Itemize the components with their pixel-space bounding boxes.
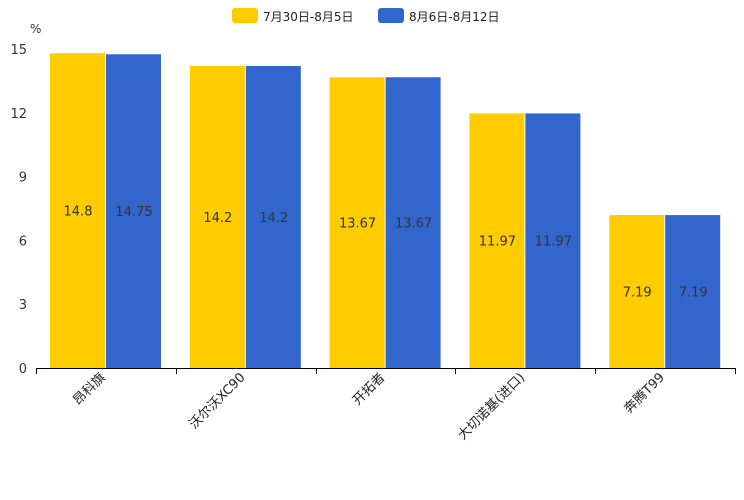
data-label: 14.75 bbox=[115, 205, 152, 220]
data-label: 13.67 bbox=[339, 217, 376, 232]
bar[interactable] bbox=[385, 77, 441, 368]
data-label: 13.67 bbox=[395, 217, 432, 232]
legend-swatch[interactable] bbox=[378, 8, 404, 23]
data-label: 14.8 bbox=[64, 205, 93, 220]
bar[interactable] bbox=[665, 215, 721, 368]
y-tick-label: 9 bbox=[19, 171, 27, 186]
y-tick-label: 0 bbox=[19, 362, 27, 377]
y-tick-label: 15 bbox=[10, 43, 27, 58]
x-tick-label: 昂科旗 bbox=[70, 370, 109, 409]
y-tick-label: 6 bbox=[19, 234, 27, 249]
x-axis: 昂科旗 沃尔沃XC90 开拓者 大切诺基(进口) 奔腾T99 bbox=[36, 368, 736, 443]
bar[interactable] bbox=[245, 66, 301, 368]
legend-label[interactable]: 7月30日-8月5日 bbox=[263, 10, 354, 24]
bar[interactable] bbox=[50, 53, 105, 369]
data-label: 14.2 bbox=[259, 211, 288, 226]
legend-label[interactable]: 8月6日-8月12日 bbox=[409, 10, 500, 24]
data-label: 7.19 bbox=[679, 286, 708, 301]
x-tick-label: 奔腾T99 bbox=[621, 370, 668, 417]
data-label: 11.97 bbox=[535, 235, 572, 250]
bar[interactable] bbox=[525, 113, 581, 368]
data-label: 11.97 bbox=[479, 235, 516, 250]
y-axis: 0 3 6 9 12 15 bbox=[10, 43, 27, 377]
legend-swatch[interactable] bbox=[232, 8, 258, 23]
bar[interactable] bbox=[106, 54, 161, 369]
y-tick-label: 3 bbox=[19, 298, 27, 313]
x-tick-label: 沃尔沃XC90 bbox=[187, 370, 249, 432]
y-tick-label: 12 bbox=[10, 107, 27, 122]
bar[interactable] bbox=[189, 66, 245, 368]
data-label: 14.2 bbox=[203, 211, 232, 226]
legend: 7月30日-8月5日 8月6日-8月12日 bbox=[232, 8, 500, 24]
data-label: 7.19 bbox=[623, 286, 652, 301]
x-tick-label: 开拓者 bbox=[350, 370, 388, 408]
y-axis-label: % bbox=[30, 22, 41, 36]
bar[interactable] bbox=[329, 77, 385, 368]
x-tick-label: 大切诺基(进口) bbox=[455, 370, 528, 443]
bar[interactable] bbox=[609, 215, 665, 368]
bars: 14.8 14.75 14.2 14.2 13.67 13.67 11.97 11.97 7.1… bbox=[50, 53, 721, 369]
bar[interactable] bbox=[469, 113, 525, 368]
